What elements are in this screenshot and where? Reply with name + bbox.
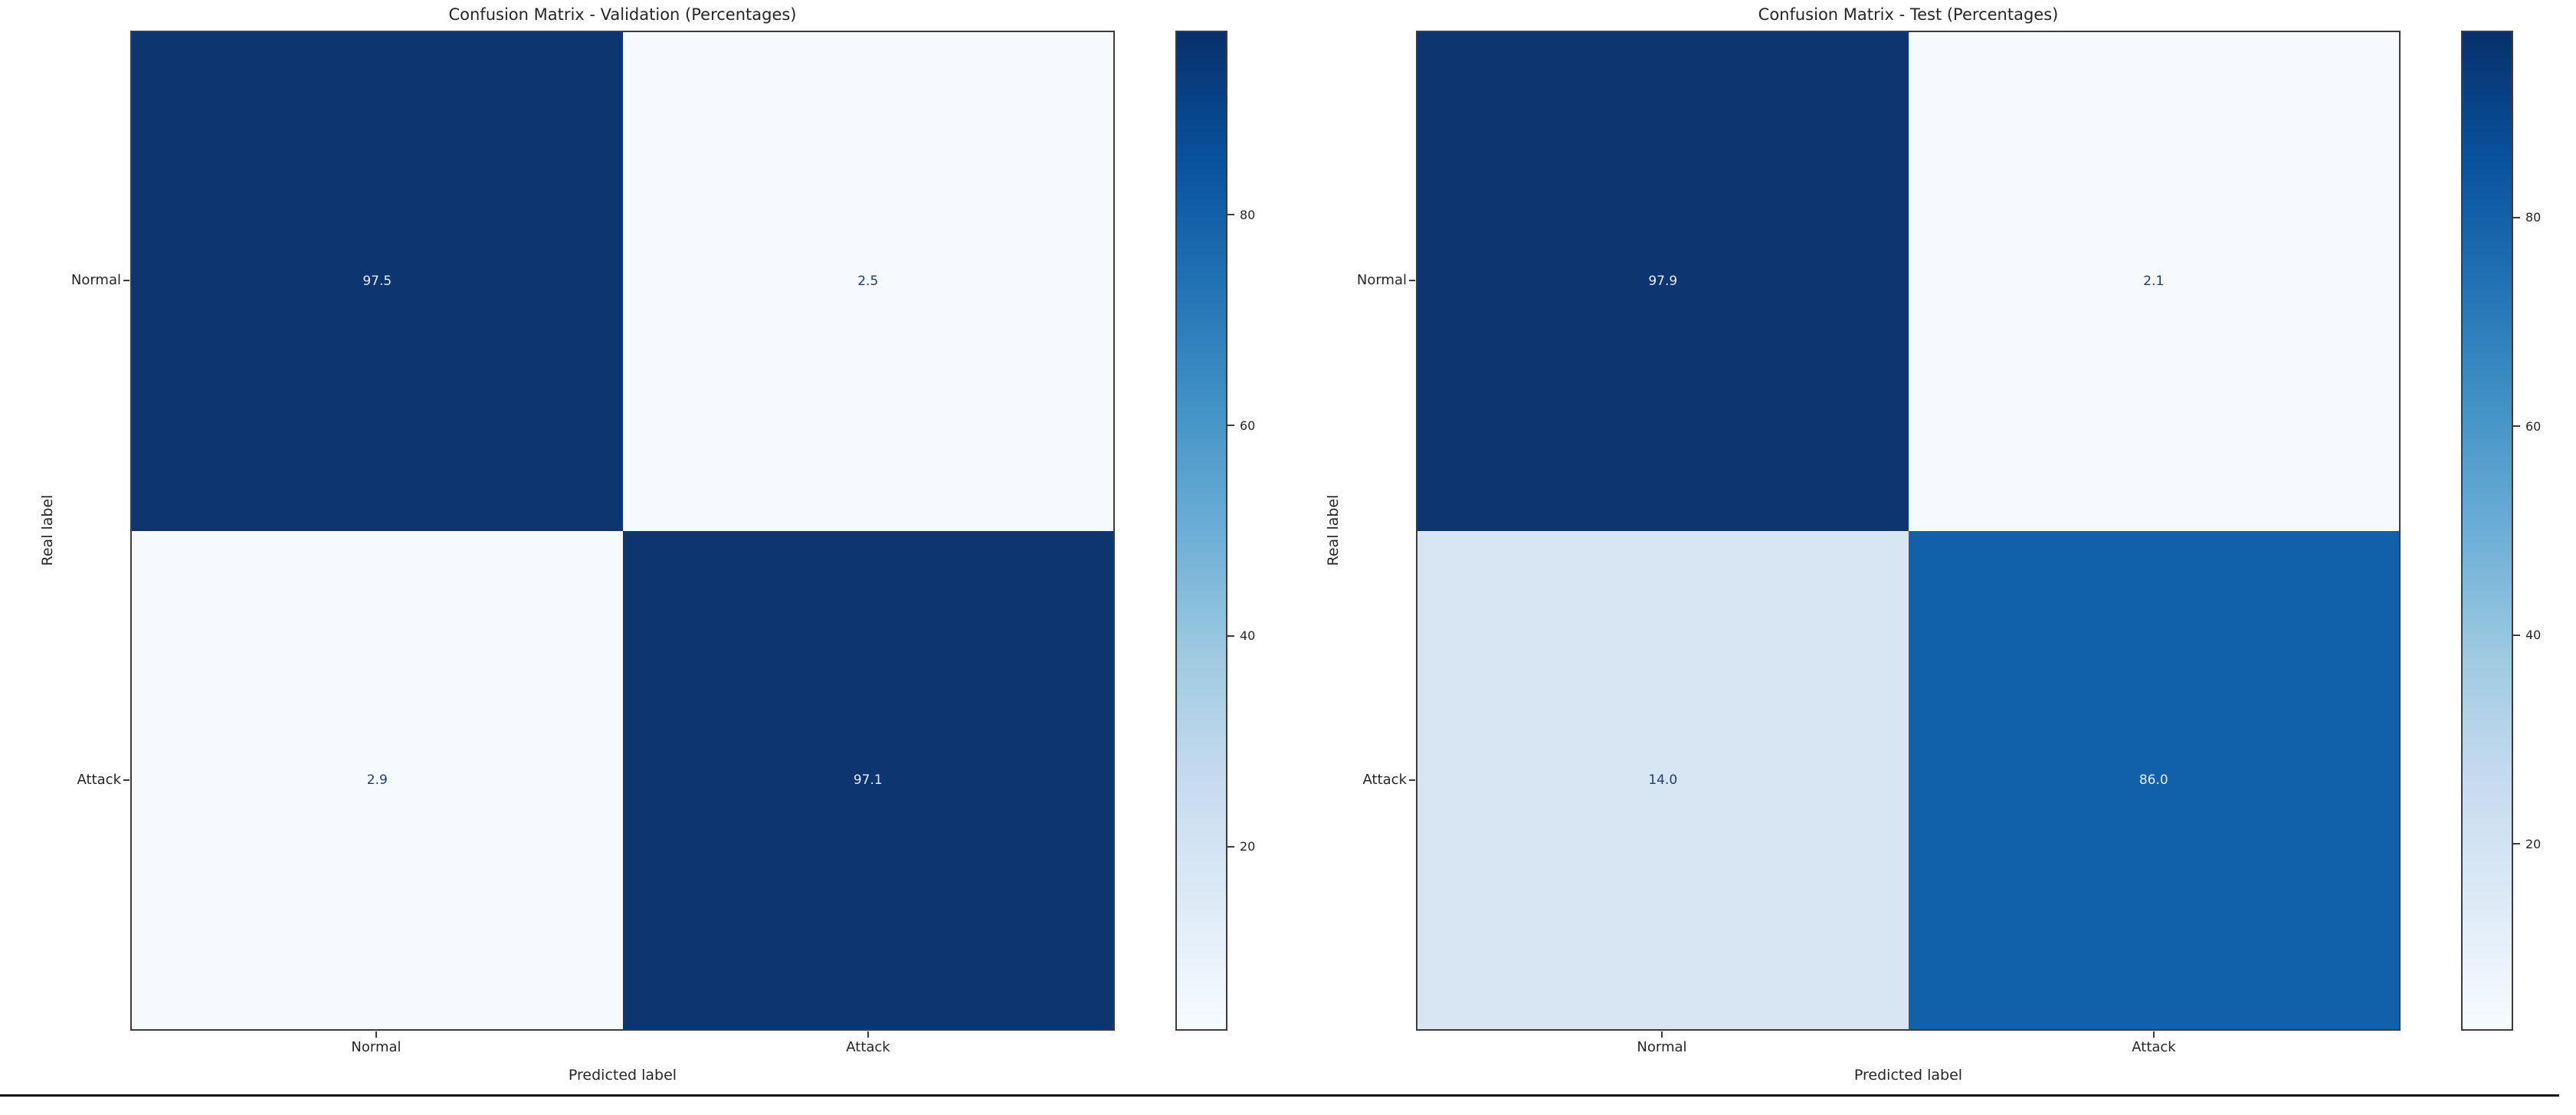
cell-attack-normal: 2.9 [132, 530, 623, 1029]
colorbar-tick: 20 [1227, 839, 1255, 854]
colorbar: 80 60 40 20 [2461, 31, 2541, 1031]
panel-validation: Confusion Matrix - Validation (Percentag… [39, 5, 1255, 1084]
panel-test: Confusion Matrix - Test (Percentages) Re… [1286, 0, 2574, 1115]
cell-attack-attack: 97.1 [622, 530, 1113, 1029]
colorbar-tick-mark [1227, 635, 1234, 637]
colorbar-tick: 40 [2513, 628, 2541, 643]
colorbar: 80 60 40 20 [1175, 31, 1255, 1031]
chart-title: Confusion Matrix - Test (Percentages) [1758, 5, 2059, 24]
x-tick-label-normal: Normal [351, 1039, 401, 1055]
cell-attack-attack: 86.0 [1908, 530, 2399, 1029]
colorbar-tick-mark [1227, 214, 1234, 216]
cell-normal-normal: 97.5 [132, 32, 623, 531]
cell-normal-attack: 2.5 [622, 32, 1113, 531]
page-bottom-rule [0, 1094, 2559, 1097]
y-tick-label-attack: Attack [1362, 772, 1407, 788]
colorbar-tick-mark [2513, 634, 2520, 636]
x-axis-label: Predicted label [1853, 1067, 1963, 1084]
colorbar-tick: 60 [2513, 418, 2541, 434]
colorbar-gradient [1175, 31, 1227, 1031]
colorbar-tick-mark [2513, 843, 2520, 845]
y-tick-mark [123, 280, 129, 281]
y-axis-label: Real label [39, 494, 56, 566]
confusion-matrix-heatmap: 97.9 2.1 14.0 86.0 [1416, 31, 2401, 1031]
colorbar-tick-label: 60 [2525, 418, 2542, 434]
colorbar-tick-mark [2513, 216, 2520, 218]
cell-attack-normal: 14.0 [1417, 530, 1909, 1029]
x-tick-mark [867, 1031, 869, 1038]
colorbar-tick: 40 [1227, 628, 1255, 644]
y-tick-mark [123, 779, 129, 781]
colorbar-tick-label: 40 [1240, 628, 1256, 644]
confusion-matrix-heatmap: 97.5 2.5 2.9 97.1 [130, 31, 1115, 1031]
y-tick-mark [1409, 779, 1415, 781]
colorbar-tick-label: 80 [2525, 210, 2542, 225]
cell-normal-normal: 97.9 [1417, 32, 1909, 531]
colorbar-tick: 80 [2513, 210, 2541, 225]
x-tick-mark [1661, 1031, 1663, 1038]
x-tick-label-attack: Attack [2132, 1039, 2176, 1055]
x-tick-label-normal: Normal [1637, 1039, 1687, 1055]
x-tick-label-attack: Attack [846, 1039, 890, 1055]
colorbar-tick: 60 [1227, 418, 1255, 433]
y-axis-label: Real label [1325, 494, 1342, 566]
colorbar-tick: 80 [1227, 207, 1255, 222]
colorbar-tick-label: 20 [2525, 836, 2542, 851]
colorbar-tick-label: 60 [1240, 418, 1256, 433]
colorbar-tick: 20 [2513, 836, 2541, 851]
y-tick-label-attack: Attack [77, 772, 121, 788]
y-tick-label-normal: Normal [70, 272, 121, 288]
x-axis-label: Predicted label [568, 1067, 677, 1084]
colorbar-tick-label: 80 [1240, 207, 1256, 222]
colorbar-tick-label: 40 [2525, 628, 2542, 643]
colorbar-gradient [2461, 31, 2513, 1031]
x-tick-mark [375, 1031, 377, 1038]
colorbar-tick-mark [1227, 425, 1234, 427]
colorbar-tick-mark [1227, 845, 1234, 848]
x-tick-mark [2153, 1031, 2155, 1038]
colorbar-tick-mark [2513, 425, 2520, 428]
cell-normal-attack: 2.1 [1908, 32, 2399, 531]
colorbar-tick-label: 20 [1240, 839, 1256, 854]
chart-title: Confusion Matrix - Validation (Percentag… [448, 5, 797, 24]
y-tick-mark [1409, 280, 1415, 281]
y-tick-label-normal: Normal [1356, 272, 1407, 288]
